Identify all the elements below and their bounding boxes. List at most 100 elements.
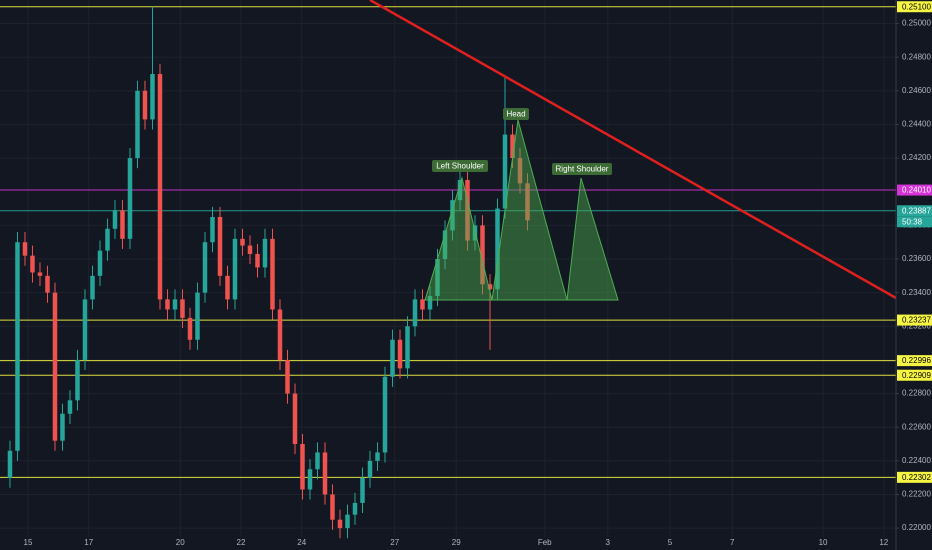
y-tick-label: 0.24600 — [902, 86, 931, 95]
candle-body — [427, 296, 433, 310]
y-tick-label: 0.24200 — [902, 153, 931, 162]
y-axis: 0.220000.222000.224000.226000.228000.230… — [896, 1, 932, 532]
candle-body — [270, 238, 275, 310]
candle-body — [52, 292, 58, 441]
y-tick-label: 0.24400 — [902, 120, 931, 129]
y-tick-label: 0.22400 — [902, 456, 931, 465]
level-label: 0.25100 — [902, 2, 931, 11]
candle-body — [525, 183, 530, 221]
candle-body — [292, 393, 298, 445]
candle-body — [247, 245, 253, 254]
candle-body — [420, 299, 425, 310]
y-tick-label: 0.22600 — [902, 422, 931, 431]
x-tick-label: 22 — [237, 538, 246, 547]
candle-body — [360, 477, 365, 503]
y-tick-label: 0.22200 — [902, 490, 931, 499]
candle-body — [67, 400, 73, 414]
candle-body — [7, 450, 13, 478]
candle-body — [135, 90, 140, 159]
x-tick-label: 7 — [730, 538, 735, 547]
candle-body — [465, 179, 470, 241]
price-scale — [896, 0, 932, 550]
candle-body — [75, 359, 80, 401]
candle-body — [510, 134, 515, 159]
candle-body — [405, 326, 410, 369]
candle-body — [225, 275, 230, 300]
candle-body — [82, 299, 88, 360]
level-label-bg — [897, 184, 932, 196]
candle-body — [210, 216, 215, 243]
candle-body — [157, 74, 163, 300]
candle-body — [60, 413, 65, 441]
candle-body — [367, 460, 373, 478]
candle-body — [330, 494, 335, 520]
candle-body — [240, 238, 245, 246]
candle-body — [37, 272, 43, 276]
head-shoulders-pattern — [424, 119, 619, 301]
annotation-box — [503, 108, 529, 120]
candle-body — [165, 299, 170, 310]
level-label: 0.22996 — [902, 356, 931, 365]
candle-body — [382, 376, 388, 453]
candle-body — [315, 452, 320, 470]
candle-body — [22, 242, 28, 256]
y-tick-label: 0.22000 — [902, 523, 931, 532]
x-axis: 15 17 20 22 24 27 29 Feb 3 5 7 10 12 — [24, 538, 889, 547]
candle-body — [142, 90, 148, 120]
annotation-box — [552, 163, 612, 175]
x-tick-label: Feb — [538, 538, 552, 547]
candle-body — [195, 292, 200, 340]
candle-body — [352, 502, 358, 515]
trend-line — [369, 0, 897, 300]
candle-body — [187, 317, 193, 340]
x-tick-label: 10 — [819, 538, 828, 547]
level-label-bg — [897, 205, 932, 217]
candle-body — [480, 225, 485, 285]
level-label-bg — [897, 471, 932, 483]
candle-body — [397, 339, 403, 369]
candle-body — [150, 74, 155, 120]
x-tick-label: 20 — [176, 538, 185, 547]
candles — [7, 6, 530, 539]
candle-body — [517, 158, 523, 184]
candle-body — [112, 210, 118, 229]
level-label: 0.24010 — [902, 186, 931, 195]
x-tick-label: 17 — [84, 538, 93, 547]
candle-body — [15, 242, 20, 451]
annotation: Right Shoulder — [556, 165, 609, 174]
candle-body — [457, 179, 463, 201]
level-label-bg — [897, 355, 932, 367]
y-tick-label: 0.25000 — [902, 19, 931, 28]
candle-body — [127, 158, 133, 239]
level-label: 0.22909 — [902, 371, 931, 380]
candle-body — [502, 134, 508, 209]
y-tick-label: 0.22800 — [902, 389, 931, 398]
y-tick-label: 0.23600 — [902, 254, 931, 263]
candle-body — [300, 444, 305, 490]
candle-body — [375, 452, 380, 461]
x-tick-label: 27 — [390, 538, 399, 547]
y-tick-label: 0.23400 — [902, 288, 931, 297]
candle-body — [45, 275, 50, 293]
candle-body — [30, 255, 35, 273]
candle-body — [412, 299, 418, 327]
candle-body — [322, 452, 328, 495]
x-tick-label: 5 — [668, 538, 673, 547]
candle-body — [180, 299, 185, 318]
candle-body — [172, 299, 178, 310]
candle-body — [105, 228, 110, 251]
candle-body — [285, 359, 290, 394]
candle-body — [450, 200, 455, 231]
annotation-box — [432, 160, 488, 172]
candle-body — [90, 275, 95, 300]
candle-body — [217, 216, 223, 276]
x-tick-label: 29 — [452, 538, 461, 547]
candle-body — [337, 519, 343, 529]
level-label-bg — [897, 314, 932, 326]
level-label-bg — [897, 369, 932, 381]
y-tick-label: 0.23200 — [902, 321, 931, 330]
candle-body — [487, 284, 493, 290]
x-tick-label: 15 — [24, 538, 33, 547]
candle-body — [232, 238, 238, 300]
